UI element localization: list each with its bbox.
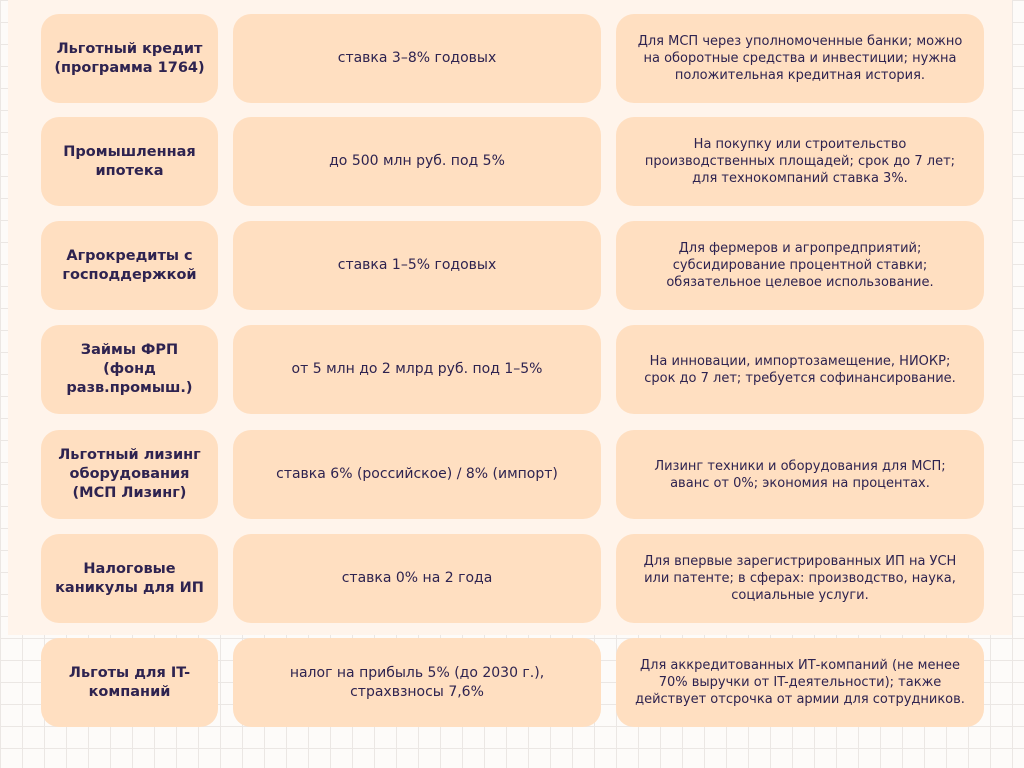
program-name: Займы ФРП (фонд разв.промыш.) — [41, 325, 218, 414]
program-terms: ставка 1–5% годовых — [233, 221, 601, 310]
program-name: Промышленная ипотека — [41, 117, 218, 206]
program-details: Для аккредитованных ИТ-компаний (не мене… — [616, 638, 984, 727]
table-row: Агрокредиты с господдержкой ставка 1–5% г… — [41, 221, 984, 310]
program-name: Льготный лизинг оборудования (МСП Лизинг… — [41, 430, 218, 519]
program-terms: ставка 0% на 2 года — [233, 534, 601, 623]
table-row: Налоговые каникулы для ИП ставка 0% на 2 … — [41, 534, 984, 623]
program-terms: от 5 млн до 2 млрд руб. под 1–5% — [233, 325, 601, 414]
program-details: Для МСП через уполномоченные банки; можн… — [616, 14, 984, 103]
program-details: На инновации, импортозамещение, НИОКР; с… — [616, 325, 984, 414]
table-row: Промышленная ипотека до 500 млн руб. под … — [41, 117, 984, 206]
program-details: Для впервые зарегистрированных ИП на УСН… — [616, 534, 984, 623]
program-terms: до 500 млн руб. под 5% — [233, 117, 601, 206]
program-details: На покупку или строительство производств… — [616, 117, 984, 206]
program-name: Налоговые каникулы для ИП — [41, 534, 218, 623]
program-name: Агрокредиты с господдержкой — [41, 221, 218, 310]
table-row: Льготный кредит (программа 1764) ставка 3… — [41, 14, 984, 103]
program-terms: налог на прибыль 5% (до 2030 г.), страхв… — [233, 638, 601, 727]
program-name: Льготы для IT-компаний — [41, 638, 218, 727]
table-row: Льготы для IT-компаний налог на прибыль 5… — [41, 638, 984, 727]
program-details: Лизинг техники и оборудования для МСП; а… — [616, 430, 984, 519]
background-panel — [8, 0, 1012, 635]
program-details: Для фермеров и агропредприятий; субсидир… — [616, 221, 984, 310]
program-terms: ставка 6% (российское) / 8% (импорт) — [233, 430, 601, 519]
program-name: Льготный кредит (программа 1764) — [41, 14, 218, 103]
table-row: Займы ФРП (фонд разв.промыш.) от 5 млн до… — [41, 325, 984, 414]
table-row: Льготный лизинг оборудования (МСП Лизинг… — [41, 430, 984, 519]
program-terms: ставка 3–8% годовых — [233, 14, 601, 103]
